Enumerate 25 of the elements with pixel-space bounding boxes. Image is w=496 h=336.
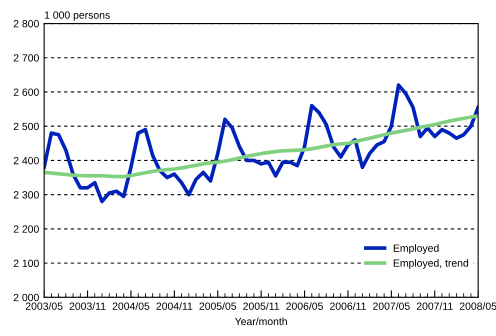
x-tick-label: 2005/05 [199,302,236,310]
x-tick-label: 2003/11 [70,302,106,310]
y-tick-label: 2 500 [14,122,39,130]
y-tick-label: 2 700 [14,54,39,62]
y-axis-title: 1 000 persons [44,11,110,21]
x-tick-label: 2003/05 [26,302,63,310]
x-axis-title: Year/month [234,317,287,326]
line-series [44,83,478,204]
y-tick-label: 2 800 [14,20,39,28]
x-tick-label: 2007/05 [373,302,410,310]
legend-label: Employed [394,244,439,254]
x-tick-label: 2004/05 [112,302,150,310]
y-tick-label: 2 100 [14,260,39,268]
y-tick-label: 2 300 [14,191,39,199]
x-tick-label: 2005/11 [243,302,280,310]
y-tick-label: 2 400 [14,156,39,164]
y-tick-label: 2 200 [14,225,39,233]
y-tick-label: 2 600 [14,88,39,96]
line-series [44,114,478,178]
y-tick-label: 2 000 [14,294,39,302]
x-tick-label: 2006/05 [286,302,323,310]
x-tick-label: 2007/11 [416,302,453,310]
x-tick-label: 2004/11 [156,302,192,310]
x-tick-label: 2006/11 [330,302,366,310]
legend-label: Employed, trend [394,259,468,269]
